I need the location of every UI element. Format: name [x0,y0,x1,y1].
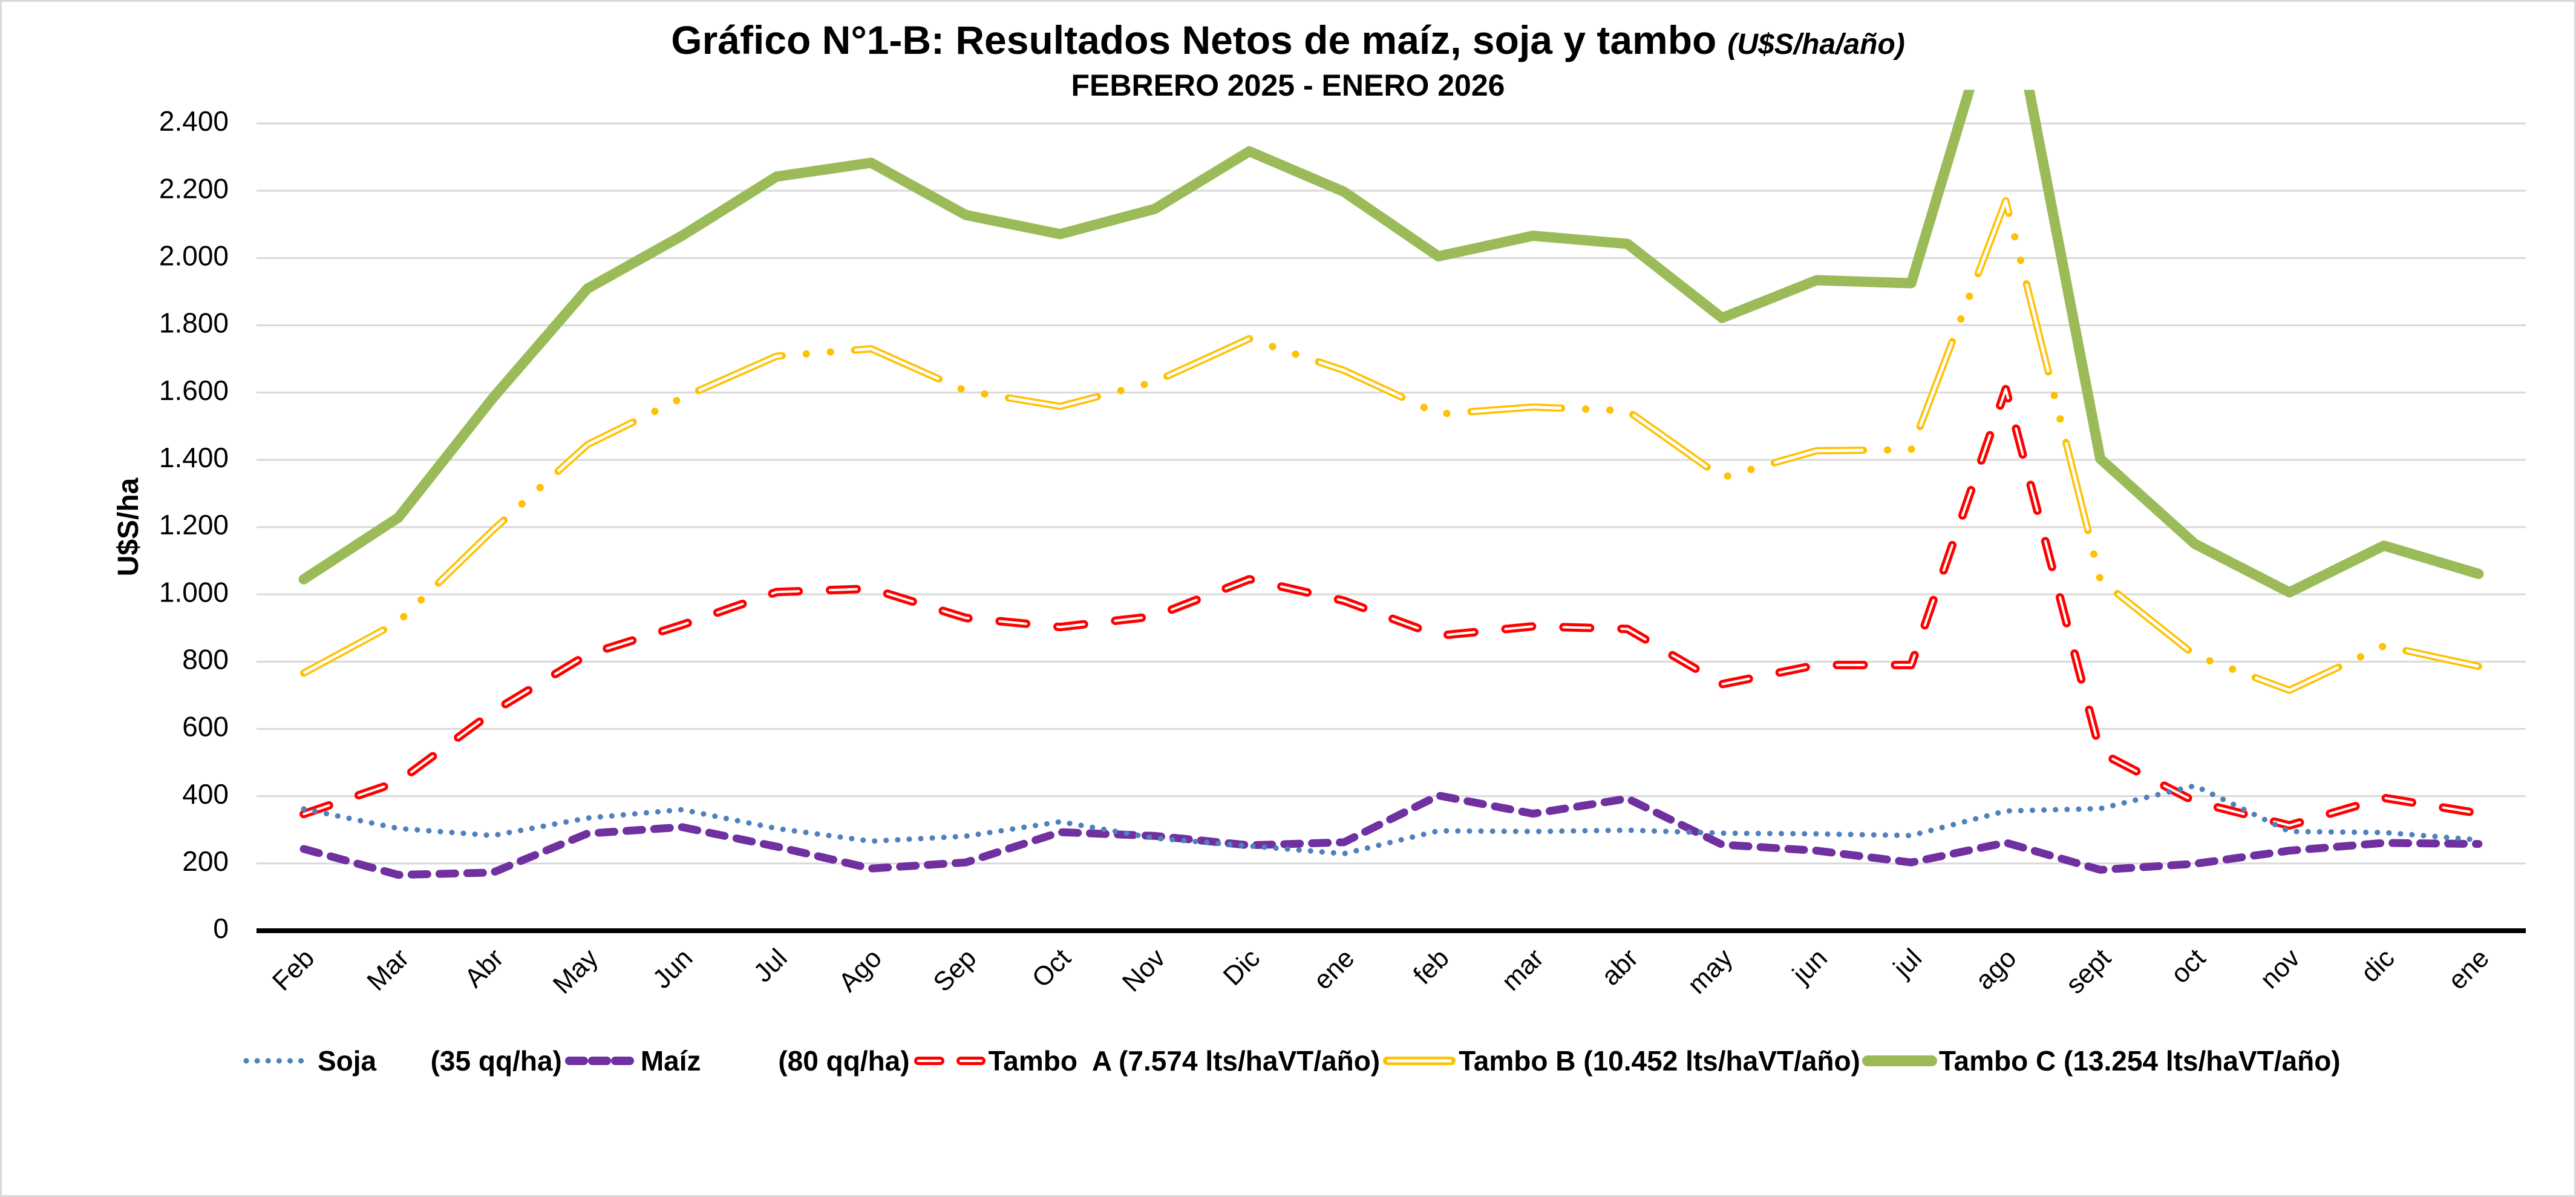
legend: Soja (35 qq/ha) Maíz (80 qq/ha) Tambo A (7… [239,1040,2341,1082]
x-tick-label: May [548,943,604,999]
y-tick-label: 0 [213,913,229,944]
x-tick-label: dic [2355,943,2400,988]
x-tick-label: may [1682,943,1738,999]
y-tick-label: 1.400 [159,442,229,473]
series-tambo-a [299,385,2483,830]
y-tick-label: 2.400 [159,105,229,137]
x-tick-label: Oct [1026,943,1076,993]
x-tick-label: ene [2442,943,2495,995]
legend-label-tambo-a: Tambo A (7.574 lts/haVT/año) [988,1045,1381,1077]
legend-label-ma-z: Maíz (80 qq/ha) [640,1045,910,1077]
x-tick-label: Mar [361,943,414,996]
y-tick-label: 2.200 [159,172,229,204]
legend-swatch-tambo-b-icon [1383,1057,1456,1065]
legend-label-tambo-c: Tambo C (13.254 lts/haVT/año) [1938,1045,2341,1077]
x-tick-label: oct [2165,943,2211,989]
x-tick-label: Jul [748,943,793,988]
x-tick-label: ene [1308,943,1361,995]
series-ma-z [299,792,2483,879]
series-lines [298,90,2484,879]
x-tick-label: nov [2255,943,2306,994]
chart-title: Gráfico N°1-B: Resultados Netos de maíz,… [671,18,1717,62]
x-tick-label: abr [1596,943,1644,991]
y-tick-label: 1.800 [159,307,229,339]
chart-title-block: Gráfico N°1-B: Resultados Netos de maíz,… [0,17,2576,63]
legend-item-soja: Soja (35 qq/ha) [239,1045,562,1077]
y-tick-label: 1.000 [159,576,229,608]
y-tick-label: 2.000 [159,240,229,271]
series-line-soja [301,782,2482,857]
x-tick-label: Feb [267,943,320,996]
series-soja [301,782,2482,857]
x-tick-label: ago [1970,943,2022,995]
y-tick-label: 400 [182,778,229,810]
y-axis-ticks: 0 200 400 600 800 1.000 1.200 1.400 1.600 1.800 2.… [159,105,229,944]
gridlines [257,122,2526,865]
legend-swatch-tambo-c-icon [1862,1055,1937,1066]
y-tick-label: 200 [182,845,229,877]
legend-item-tambo-b: Tambo B (10.452 lts/haVT/año) [1380,1045,1860,1077]
x-tick-label: jul [1887,943,1927,983]
y-tick-label: 1.200 [159,509,229,540]
series-line-tambo-b-inner [302,199,2479,692]
x-tick-label: jun [1786,943,1833,990]
series-tambo-c [298,90,2484,598]
legend-label-soja: Soja (35 qq/ha) [318,1045,562,1077]
legend-label-tambo-b: Tambo B (10.452 lts/haVT/año) [1459,1045,1860,1077]
x-tick-label: Nov [1117,943,1171,997]
series-line-tambo-c [298,90,2484,598]
series-tambo-b [300,197,2482,694]
x-tick-label: Dic [1218,943,1266,991]
x-axis-ticks: Feb Mar Abr May Jun Jul Ago Sep Oct Nov Dic ene feb m… [267,943,2495,999]
series-line-tambo-a [299,385,2483,830]
x-tick-label: sept [2060,943,2116,999]
series-line-ma-z [299,792,2483,879]
x-tick-label: feb [1408,943,1455,990]
legend-item-ma-z: Maíz (80 qq/ha) [562,1045,910,1077]
legend-swatch-soja-icon [243,1058,313,1064]
y-tick-label: 600 [182,711,229,743]
x-tick-label: Ago [833,943,888,997]
legend-swatch-tambo-a-icon [914,1057,986,1065]
y-axis-label: U$S/ha [113,477,145,576]
chart-subtitle: FEBRERO 2025 - ENERO 2026 [1071,68,1505,102]
x-tick-label: mar [1496,943,1549,996]
x-tick-label: Abr [459,943,509,993]
y-tick-label: 1.600 [159,375,229,406]
legend-item-tambo-a: Tambo A (7.574 lts/haVT/año) [910,1045,1381,1077]
y-tick-label: 800 [182,643,229,675]
x-tick-label: Jun [647,943,699,994]
x-tick-label: Sep [927,943,982,997]
chart-title-units: (U$S/ha/año) [1727,28,1905,61]
legend-item-tambo-c: Tambo C (13.254 lts/haVT/año) [1860,1045,2341,1077]
series-line-tambo-a-inner [302,388,2480,827]
legend-swatch-ma-z-icon [564,1057,638,1065]
